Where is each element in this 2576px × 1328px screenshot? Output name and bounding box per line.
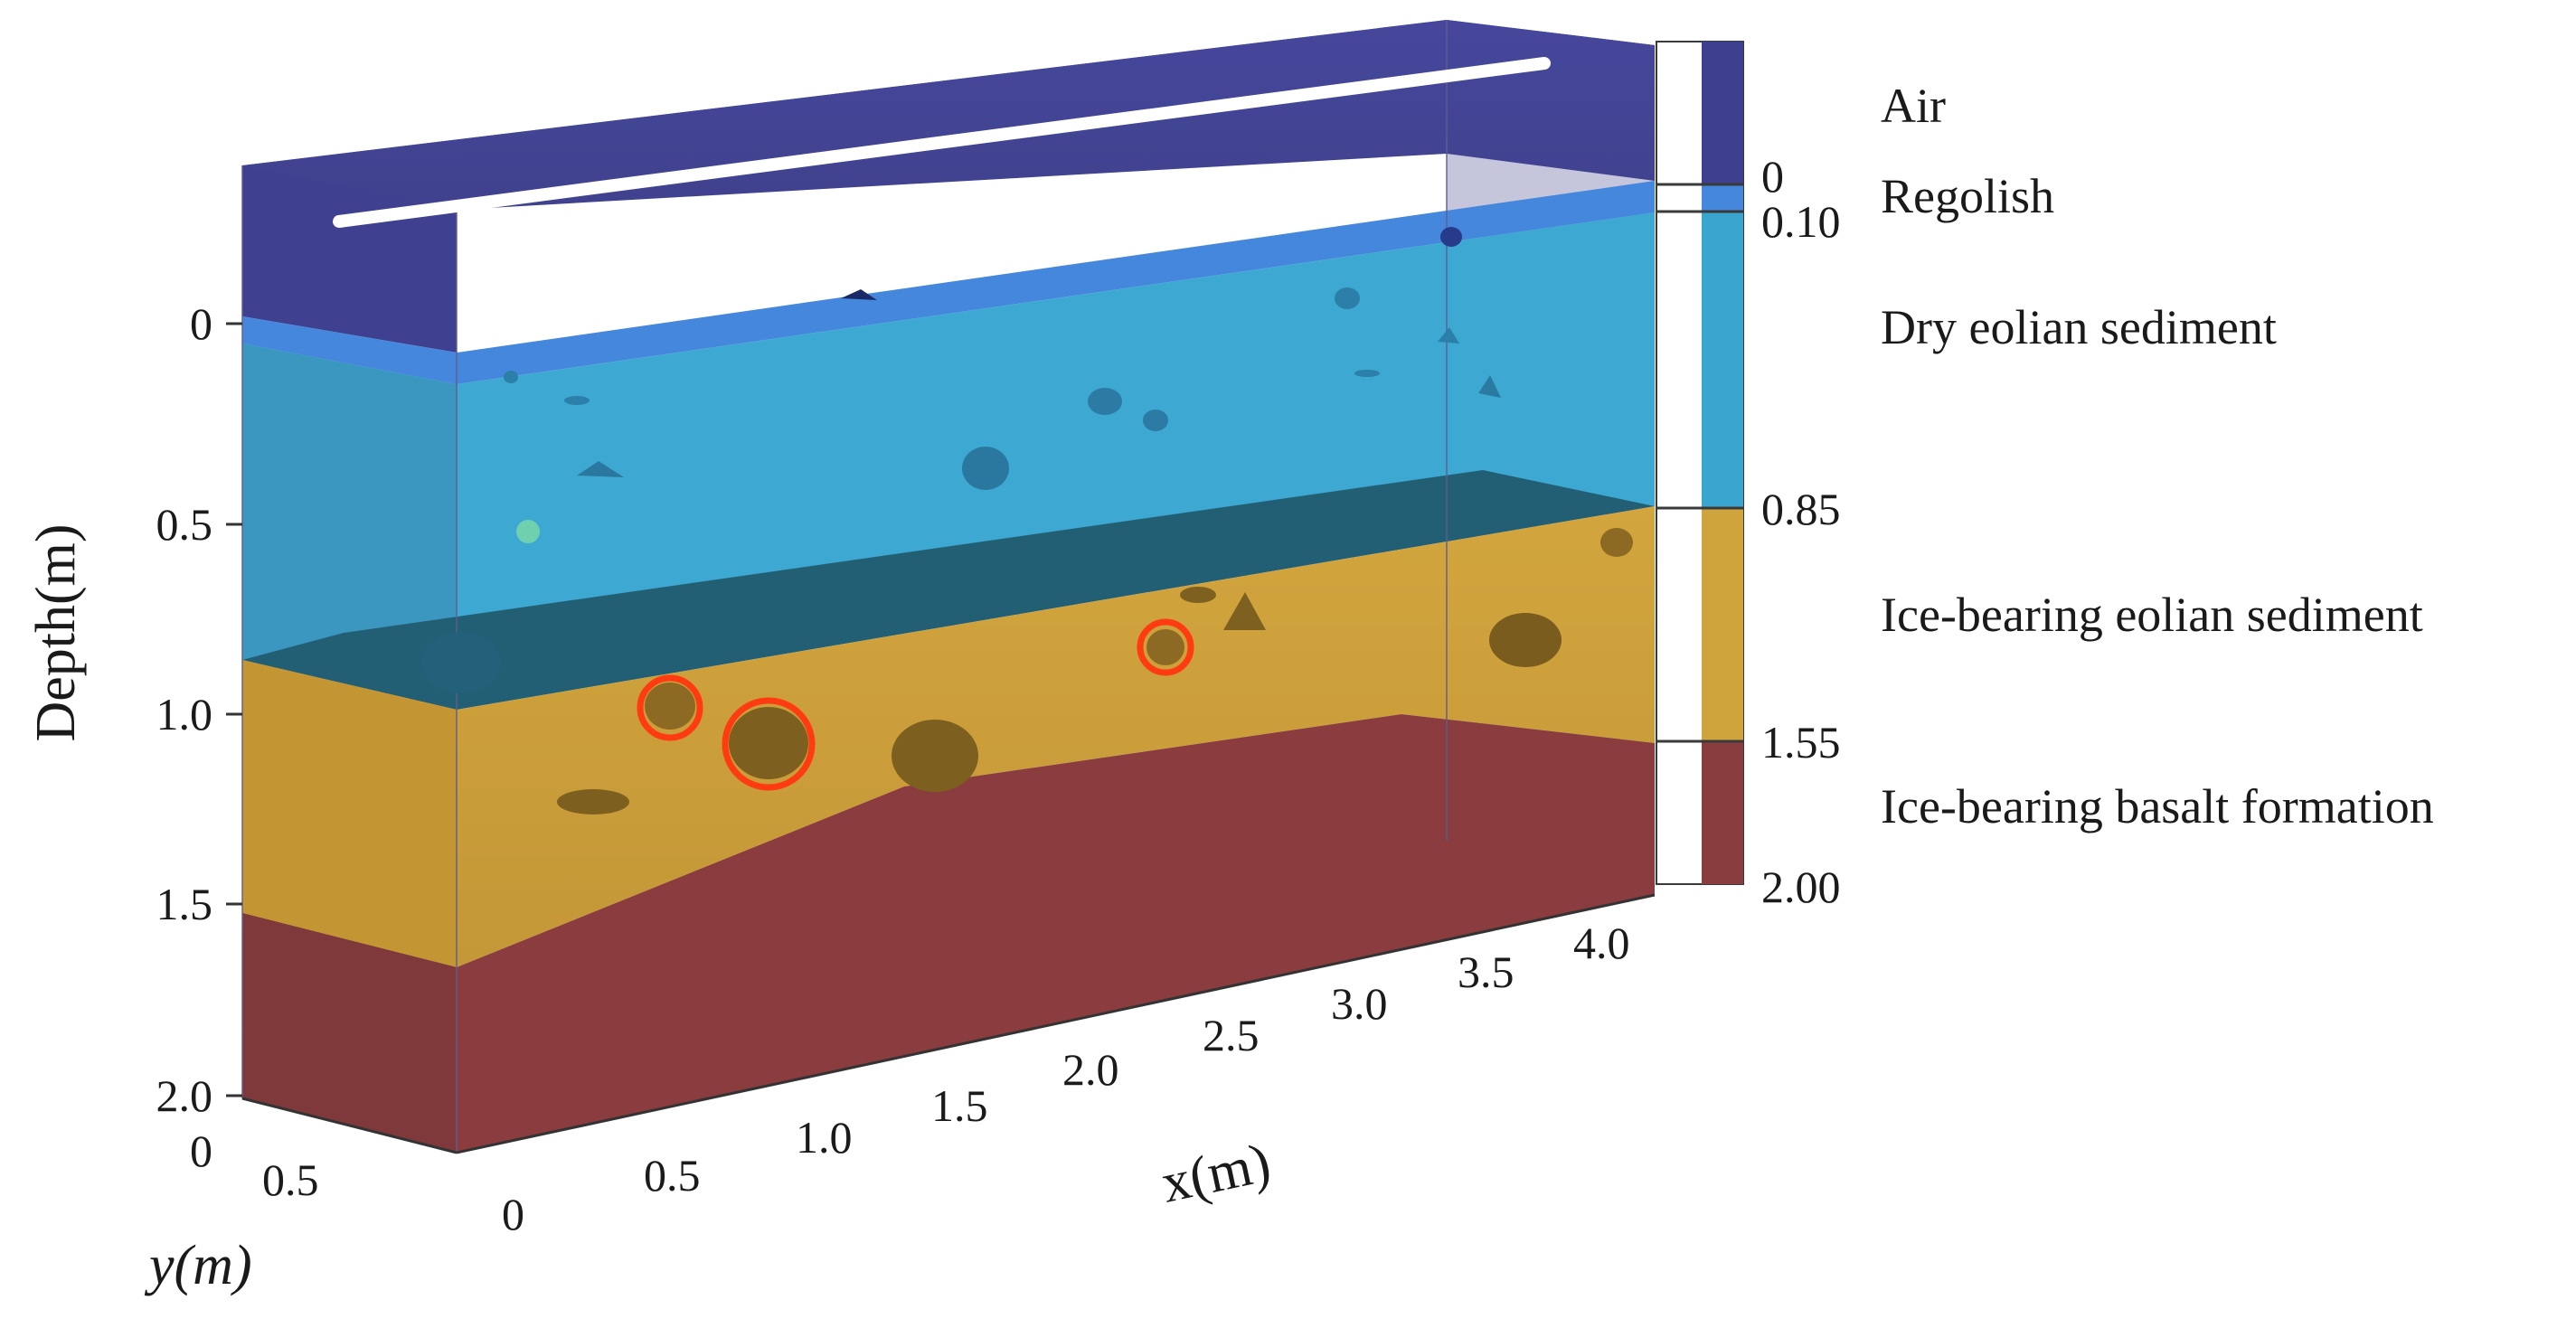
x-tick-0: 0	[502, 1189, 524, 1239]
rock-inclusion	[962, 447, 1009, 490]
legend-dry-eolian: Dry eolian sediment	[1881, 300, 2277, 354]
rock-inclusion	[729, 707, 808, 779]
legend-ice-eolian: Ice-bearing eolian sediment	[1881, 588, 2423, 642]
rock-inclusion	[516, 520, 540, 543]
rock-inclusion	[1478, 375, 1501, 398]
x-tick-1.5: 1.5	[931, 1080, 988, 1131]
colorbar-dry-eolian	[1702, 212, 1743, 508]
rock-inclusion	[645, 683, 695, 730]
layer-regolish-front	[242, 181, 1655, 384]
gpr-antenna-bar	[333, 57, 1551, 228]
x-axis-title: x(m)	[1156, 1132, 1276, 1215]
depth-tick-2.0: 2.0	[156, 1070, 213, 1121]
x-axis: 0 0.5 1.0 1.5 2.0 2.5 3.0 3.5 4.0 x(m)	[456, 893, 1656, 1239]
x-tick-4.0: 4.0	[1573, 918, 1630, 968]
depth-tick-1.0: 1.0	[156, 689, 213, 739]
rock-inclusion	[1489, 613, 1562, 667]
layer-legend: Air Regolish Dry eolian sediment Ice-bea…	[1881, 79, 2434, 834]
target-highlight-circle	[637, 674, 703, 741]
layer-basalt-front	[242, 714, 1655, 1153]
rock-inclusion	[564, 396, 590, 405]
rock-inclusion	[1143, 410, 1168, 431]
legend-regolish: Regolish	[1881, 169, 2054, 223]
highlighted-targets	[637, 618, 1194, 791]
rock-inclusion	[421, 632, 501, 693]
colorbar-air	[1702, 42, 1743, 184]
rock-inclusion	[1354, 370, 1380, 377]
depth-tick-1.5: 1.5	[156, 879, 213, 929]
rock-inclusion	[1440, 227, 1462, 247]
target-highlight-circle	[1137, 618, 1194, 676]
inclusions	[421, 227, 1633, 815]
colorbar-regolish	[1702, 184, 1743, 212]
depth-axis-title: Depth(m)	[25, 523, 87, 741]
rock-inclusion	[1223, 592, 1266, 630]
x-tick-3.0: 3.0	[1331, 978, 1388, 1029]
layer-ice-eolian-side	[242, 660, 457, 967]
colorbar-boundary-4: 2.00	[1761, 862, 1841, 912]
colorbar-boundary-0: 0	[1761, 151, 1784, 202]
rock-inclusion	[1088, 388, 1122, 415]
rock-inclusion	[1180, 587, 1216, 603]
rock-inclusion	[841, 289, 877, 300]
layer-dry-eolian-side	[242, 344, 457, 710]
rock-inclusion	[1600, 528, 1633, 557]
x-tick-3.5: 3.5	[1458, 947, 1514, 997]
x-tick-2.0: 2.0	[1062, 1044, 1119, 1095]
ice-interface-surface	[242, 470, 1655, 710]
colorbar-boundary-3: 1.55	[1761, 717, 1841, 768]
colorbar-boundary-2: 0.85	[1761, 484, 1841, 534]
y-tick-0: 0	[190, 1126, 212, 1176]
target-highlight-circle	[722, 697, 816, 791]
depth-tick-0: 0	[190, 298, 212, 349]
y-axis-title: y(m)	[144, 1235, 252, 1296]
colorbar-basalt	[1702, 741, 1743, 884]
layer-dry-eolian-front	[242, 212, 1655, 687]
rock-inclusion	[504, 371, 518, 383]
legend-basalt: Ice-bearing basalt formation	[1881, 779, 2434, 834]
x-tick-2.5: 2.5	[1203, 1010, 1260, 1060]
legend-air: Air	[1881, 79, 1946, 133]
y-axis: 0 0.5 y(m)	[144, 1097, 458, 1296]
colorbar-ice-eolian	[1702, 508, 1743, 741]
rock-inclusion	[557, 789, 629, 815]
layer-basalt-side	[242, 913, 457, 1153]
front-face-layers	[242, 20, 1655, 1153]
x-tick-0.5: 0.5	[644, 1150, 701, 1201]
rock-inclusion	[892, 720, 978, 792]
y-tick-0.5: 0.5	[262, 1154, 319, 1205]
rock-inclusion	[1335, 287, 1360, 309]
rock-inclusion	[577, 461, 624, 477]
colorbar-boundary-1: 0.10	[1761, 196, 1841, 247]
depth-axis: 0 0.5 1.0 1.5 2.0 Depth(m)	[25, 298, 242, 1121]
x-tick-1.0: 1.0	[796, 1112, 853, 1163]
rock-inclusion	[1146, 629, 1184, 665]
colorbar-boundary-labels: 0 0.10 0.85 1.55 2.00	[1761, 151, 1841, 912]
rock-inclusion	[1438, 327, 1459, 344]
depth-tick-0.5: 0.5	[156, 499, 213, 550]
colorbar	[1656, 41, 1744, 885]
